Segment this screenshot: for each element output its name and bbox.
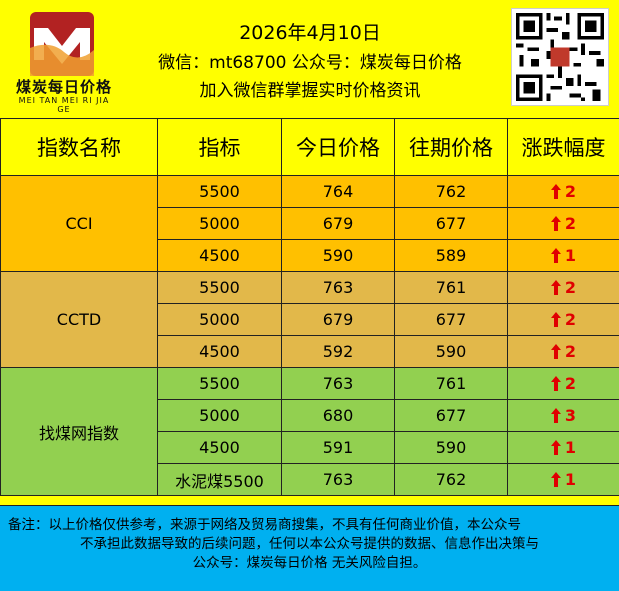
previous-price-cell: 677 bbox=[395, 304, 508, 336]
change-cell: 1 bbox=[508, 432, 619, 464]
today-price-cell: 763 bbox=[282, 272, 395, 304]
report-date: 2026年4月10日 bbox=[150, 18, 470, 45]
up-arrow-icon bbox=[551, 440, 561, 455]
change-cell: 2 bbox=[508, 176, 619, 208]
indicator-cell: 5000 bbox=[158, 400, 282, 432]
price-table: 指数名称 指标 今日价格 往期价格 涨跌幅度 CCI 5500 764 762 … bbox=[0, 118, 619, 496]
up-arrow-icon bbox=[551, 408, 561, 423]
previous-price-cell: 589 bbox=[395, 240, 508, 272]
brand-name-pinyin: MEI TAN MEI RI JIA GE bbox=[14, 96, 114, 114]
up-arrow-icon bbox=[551, 280, 561, 295]
change-cell: 2 bbox=[508, 272, 619, 304]
disclaimer-footer: 备注：以上价格仅供参考，来源于网络及贸易商搜集，不具有任何商业价值，本公众号 不… bbox=[0, 505, 619, 591]
change-value: 2 bbox=[565, 214, 576, 233]
previous-price-cell: 761 bbox=[395, 272, 508, 304]
indicator-cell: 5500 bbox=[158, 368, 282, 400]
today-price-cell: 679 bbox=[282, 208, 395, 240]
join-group-text: 加入微信群掌握实时价格资讯 bbox=[120, 76, 500, 101]
disclaimer-line-3: 公众号：煤炭每日价格 无关风险自担。 bbox=[0, 554, 619, 573]
change-cell: 2 bbox=[508, 208, 619, 240]
change-value: 2 bbox=[565, 310, 576, 329]
previous-price-cell: 590 bbox=[395, 432, 508, 464]
header-today-price: 今日价格 bbox=[282, 119, 395, 176]
previous-price-cell: 677 bbox=[395, 400, 508, 432]
header-indicator: 指标 bbox=[158, 119, 282, 176]
indicator-cell: 5000 bbox=[158, 208, 282, 240]
indicator-cell: 5500 bbox=[158, 176, 282, 208]
change-value: 2 bbox=[565, 342, 576, 361]
indicator-cell: 4500 bbox=[158, 240, 282, 272]
disclaimer-line-2: 不承担此数据导致的后续问题，任何以本公众号提供的数据、信息作出决策与 bbox=[0, 535, 619, 554]
index-name-cci: CCI bbox=[1, 176, 158, 272]
indicator-cell: 5000 bbox=[158, 304, 282, 336]
change-cell: 2 bbox=[508, 304, 619, 336]
previous-price-cell: 677 bbox=[395, 208, 508, 240]
up-arrow-icon bbox=[551, 472, 561, 487]
index-name-cctd: CCTD bbox=[1, 272, 158, 368]
qr-code-icon bbox=[511, 8, 609, 106]
table-row: CCI 5500 764 762 2 bbox=[1, 176, 619, 208]
change-cell: 1 bbox=[508, 464, 619, 496]
today-price-cell: 680 bbox=[282, 400, 395, 432]
today-price-cell: 679 bbox=[282, 304, 395, 336]
change-value: 1 bbox=[565, 438, 576, 457]
change-cell: 2 bbox=[508, 336, 619, 368]
wechat-contact: 微信：mt68700 公众号：煤炭每日价格 bbox=[120, 48, 500, 73]
change-cell: 3 bbox=[508, 400, 619, 432]
sm-logo-icon bbox=[30, 12, 94, 76]
indicator-cell: 4500 bbox=[158, 336, 282, 368]
change-value: 1 bbox=[565, 246, 576, 265]
change-cell: 2 bbox=[508, 368, 619, 400]
today-price-cell: 763 bbox=[282, 368, 395, 400]
today-price-cell: 590 bbox=[282, 240, 395, 272]
up-arrow-icon bbox=[551, 312, 561, 327]
header-change: 涨跌幅度 bbox=[508, 119, 619, 176]
change-cell: 1 bbox=[508, 240, 619, 272]
today-price-cell: 764 bbox=[282, 176, 395, 208]
up-arrow-icon bbox=[551, 376, 561, 391]
up-arrow-icon bbox=[551, 184, 561, 199]
header-index-name: 指数名称 bbox=[1, 119, 158, 176]
previous-price-cell: 590 bbox=[395, 336, 508, 368]
brand-logo: 煤炭每日价格 MEI TAN MEI RI JIA GE bbox=[14, 10, 114, 105]
header-previous-price: 往期价格 bbox=[395, 119, 508, 176]
previous-price-cell: 762 bbox=[395, 464, 508, 496]
change-value: 1 bbox=[565, 470, 576, 489]
previous-price-cell: 762 bbox=[395, 176, 508, 208]
header: 煤炭每日价格 MEI TAN MEI RI JIA GE 2026年4月10日 … bbox=[0, 0, 619, 110]
table-header-row: 指数名称 指标 今日价格 往期价格 涨跌幅度 bbox=[1, 119, 619, 176]
change-value: 2 bbox=[565, 278, 576, 297]
up-arrow-icon bbox=[551, 248, 561, 263]
indicator-cell: 水泥煤5500 bbox=[158, 464, 282, 496]
change-value: 2 bbox=[565, 182, 576, 201]
today-price-cell: 591 bbox=[282, 432, 395, 464]
up-arrow-icon bbox=[551, 344, 561, 359]
table-row: CCTD 5500 763 761 2 bbox=[1, 272, 619, 304]
indicator-cell: 4500 bbox=[158, 432, 282, 464]
disclaimer-line-1: 备注：以上价格仅供参考，来源于网络及贸易商搜集，不具有任何商业价值，本公众号 bbox=[0, 506, 619, 535]
previous-price-cell: 761 bbox=[395, 368, 508, 400]
indicator-cell: 5500 bbox=[158, 272, 282, 304]
change-value: 3 bbox=[565, 406, 576, 425]
today-price-cell: 763 bbox=[282, 464, 395, 496]
brand-name: 煤炭每日价格 bbox=[14, 76, 114, 97]
index-name-zhaomei: 找煤网指数 bbox=[1, 368, 158, 496]
up-arrow-icon bbox=[551, 216, 561, 231]
today-price-cell: 592 bbox=[282, 336, 395, 368]
table-row: 找煤网指数 5500 763 761 2 bbox=[1, 368, 619, 400]
change-value: 2 bbox=[565, 374, 576, 393]
